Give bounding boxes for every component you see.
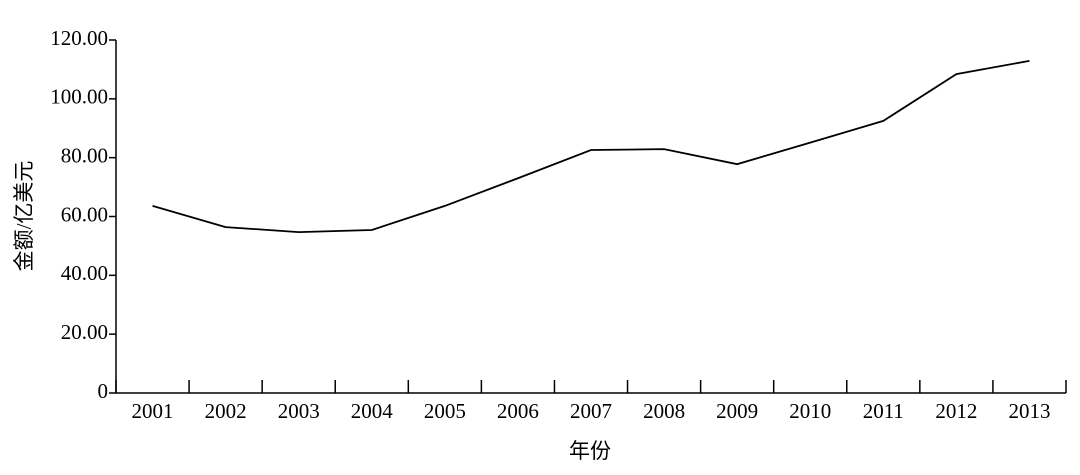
line-series (152, 60, 1030, 233)
x-tick-label: 2003 (278, 399, 320, 423)
y-tick-label: 0 (98, 379, 109, 403)
y-tick-label: 100.00 (50, 85, 108, 109)
x-tick-label: 2008 (643, 399, 685, 423)
x-tick-label: 2012 (935, 399, 977, 423)
y-tick-label: 60.00 (61, 202, 108, 226)
x-tick-label: 2011 (863, 399, 904, 423)
x-tick-label: 2009 (716, 399, 758, 423)
x-tick-label: 2007 (570, 399, 612, 423)
y-tick-label: 120.00 (50, 26, 108, 50)
x-tick-label: 2006 (497, 399, 539, 423)
y-tick-label: 20.00 (61, 320, 108, 344)
x-axis-label: 年份 (569, 439, 611, 463)
y-axis-label: 金额/亿美元 (12, 161, 36, 272)
y-tick-label: 80.00 (61, 143, 108, 167)
x-tick-label: 2005 (424, 399, 466, 423)
x-tick-label: 2013 (1008, 399, 1050, 423)
x-tick-label: 2004 (351, 399, 394, 423)
x-tick-label: 2002 (205, 399, 247, 423)
x-tick-label: 2010 (789, 399, 831, 423)
x-tick-label: 2001 (132, 399, 174, 423)
y-tick-label: 40.00 (61, 261, 108, 285)
